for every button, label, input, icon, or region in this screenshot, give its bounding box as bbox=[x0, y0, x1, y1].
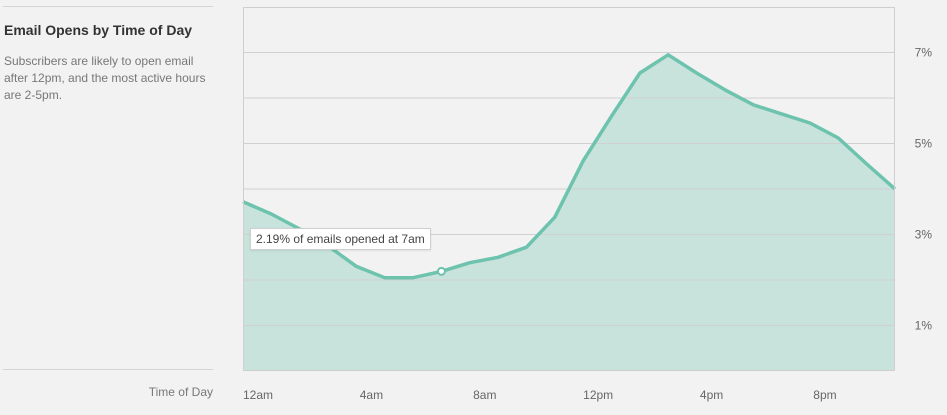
y-tick-label: 3% bbox=[915, 228, 933, 242]
data-point-tooltip: 2.19% of emails opened at 7am bbox=[250, 228, 431, 250]
series-line bbox=[242, 53, 897, 280]
y-tick-label: 7% bbox=[915, 46, 933, 60]
chart-title: Email Opens by Time of Day bbox=[4, 22, 193, 38]
sidebar-bottom-rule bbox=[3, 369, 213, 370]
chart-sidebar: Email Opens by Time of Day Subscribers a… bbox=[0, 0, 213, 415]
area-fill bbox=[243, 54, 895, 372]
highlighted-data-point bbox=[436, 266, 446, 276]
x-tick-label: 8am bbox=[473, 388, 496, 402]
x-tick-label: 12am bbox=[243, 388, 273, 402]
x-tick-label: 12pm bbox=[583, 388, 613, 402]
x-axis-title: Time of Day bbox=[148, 385, 213, 399]
x-tick-label: 8pm bbox=[813, 388, 836, 402]
chart-description: Subscribers are likely to open email aft… bbox=[4, 54, 206, 102]
y-tick-label: 1% bbox=[915, 319, 933, 333]
y-tick-label: 5% bbox=[915, 137, 933, 151]
plot-frame bbox=[243, 7, 895, 371]
x-tick-label: 4pm bbox=[700, 388, 723, 402]
x-tick-label: 4am bbox=[360, 388, 383, 402]
sidebar-top-rule bbox=[3, 6, 213, 7]
